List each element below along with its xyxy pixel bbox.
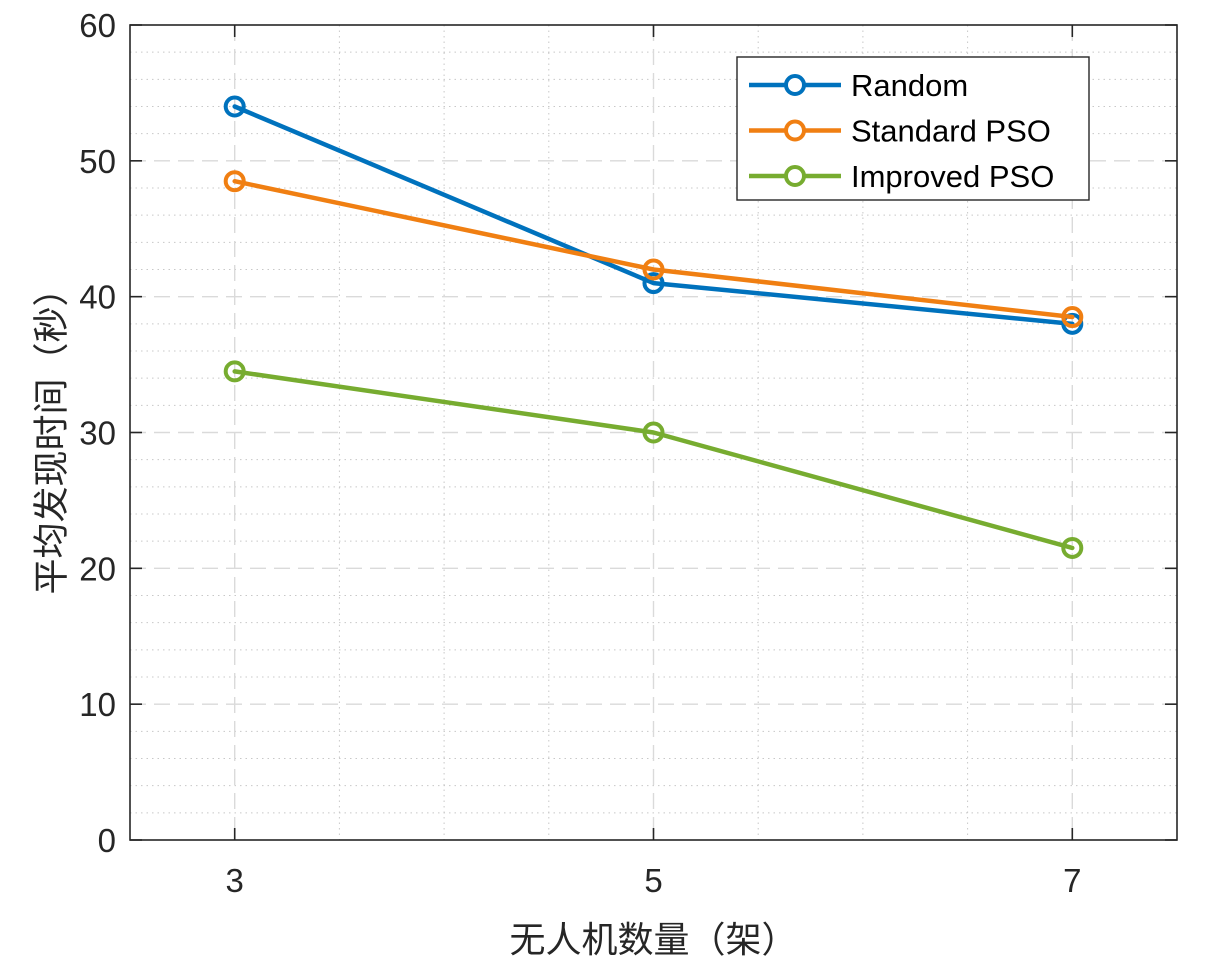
data-point-improved-pso bbox=[642, 421, 665, 444]
series-line-standard-pso bbox=[232, 178, 1075, 320]
series-improved-pso bbox=[223, 360, 1084, 559]
x-axis-title: 无人机数量（架） bbox=[509, 920, 797, 961]
legend-label-random: Random bbox=[851, 68, 968, 103]
series-layer bbox=[223, 95, 1084, 559]
legend-label-improved-pso: Improved PSO bbox=[851, 159, 1054, 194]
data-point-random bbox=[642, 272, 665, 295]
y-axis-title: 平均发现时间（秒） bbox=[32, 270, 73, 594]
data-point-improved-pso bbox=[223, 360, 246, 383]
y-tick-label: 10 bbox=[79, 686, 116, 723]
y-tick-label: 50 bbox=[79, 143, 116, 180]
tick-labels: 3 5 7 0 10 20 30 40 50 60 bbox=[79, 7, 1081, 899]
data-point-standard-pso bbox=[642, 258, 665, 281]
y-tick-label: 60 bbox=[79, 7, 116, 44]
legend: Random Standard PSO Improved PSO bbox=[736, 56, 1090, 201]
y-tick-label: 20 bbox=[79, 550, 116, 587]
legend-marker-improved-pso bbox=[784, 165, 806, 187]
legend-marker-random bbox=[784, 74, 806, 96]
y-tick-label: 30 bbox=[79, 415, 116, 452]
y-tick-label: 0 bbox=[98, 822, 116, 859]
x-tick-label: 3 bbox=[226, 862, 244, 899]
axis-ticks bbox=[130, 24, 1177, 841]
data-point-random bbox=[223, 95, 246, 118]
series-line-improved-pso bbox=[232, 369, 1075, 551]
series-standard-pso bbox=[223, 170, 1084, 329]
series-random bbox=[223, 95, 1084, 335]
series-line-random bbox=[232, 104, 1075, 327]
x-tick-label: 5 bbox=[644, 862, 662, 899]
x-tick-label: 7 bbox=[1063, 862, 1081, 899]
data-point-standard-pso bbox=[1061, 306, 1084, 329]
legend-label-standard-pso: Standard PSO bbox=[851, 114, 1051, 149]
y-tick-label: 40 bbox=[79, 279, 116, 316]
data-point-standard-pso bbox=[223, 170, 246, 193]
legend-marker-standard-pso bbox=[784, 119, 806, 142]
data-point-improved-pso bbox=[1061, 536, 1084, 559]
